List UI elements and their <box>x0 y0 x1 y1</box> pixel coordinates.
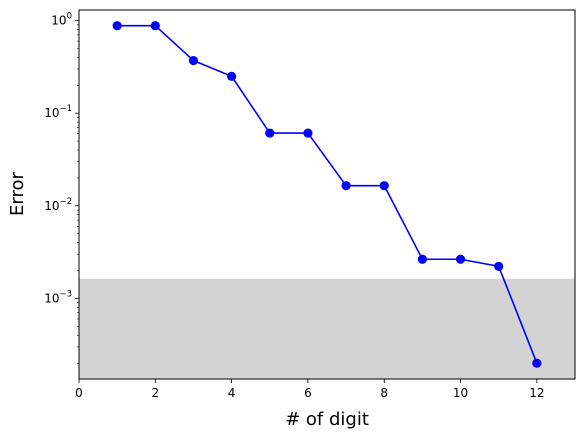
data-point <box>532 358 542 368</box>
x-axis-label: # of digit <box>285 409 369 430</box>
data-point <box>455 254 466 264</box>
data-point <box>341 181 351 191</box>
data-point <box>417 254 427 264</box>
x-tick-label: 12 <box>529 386 544 400</box>
x-axis: 0 2 4 6 8 10 12 <box>75 379 544 400</box>
data-point <box>494 261 504 271</box>
data-point <box>112 21 122 31</box>
shaded-threshold-region <box>79 278 575 379</box>
x-tick-label: 8 <box>380 386 388 400</box>
x-tick-label: 2 <box>151 386 159 400</box>
data-point <box>303 128 313 138</box>
y-axis-label: Error <box>7 171 28 215</box>
data-point <box>150 21 160 31</box>
y-tick-label: 100 <box>51 12 72 28</box>
data-point <box>379 181 389 191</box>
plot-frame <box>78 9 576 380</box>
x-tick-label: 0 <box>75 386 83 400</box>
y-axis: 100 10−1 10−2 10−3 <box>44 12 79 305</box>
data-point <box>265 128 275 138</box>
x-tick-label: 6 <box>304 386 312 400</box>
data-point <box>227 71 237 81</box>
x-tick-label: 10 <box>453 386 468 400</box>
series-line <box>117 24 538 364</box>
y-tick-label: 10−3 <box>44 289 72 305</box>
y-tick-label: 10−1 <box>44 104 72 120</box>
y-tick-label: 10−2 <box>44 197 72 213</box>
series-layer <box>112 21 542 368</box>
x-tick-label: 4 <box>228 386 236 400</box>
data-point <box>188 55 199 66</box>
